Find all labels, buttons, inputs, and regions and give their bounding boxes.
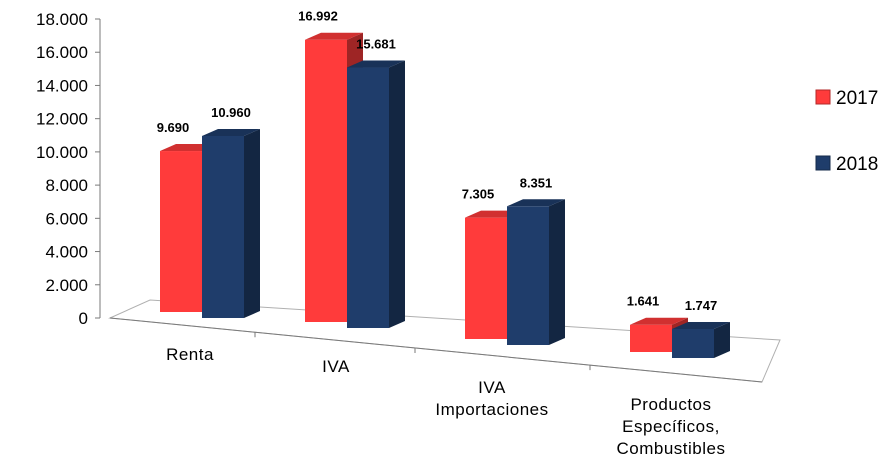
legend-label: 2018 bbox=[836, 154, 878, 175]
category-label: IVA bbox=[322, 357, 350, 376]
y-tick-label: 0 bbox=[79, 309, 88, 328]
y-tick-label: 8.000 bbox=[45, 176, 88, 195]
legend-swatch bbox=[815, 155, 831, 171]
y-tick-label: 16.000 bbox=[36, 43, 88, 62]
bar-2018-1 bbox=[347, 60, 405, 328]
data-label: 10.960 bbox=[211, 105, 251, 120]
data-label: 8.351 bbox=[520, 175, 553, 190]
bar-2018-0 bbox=[202, 128, 260, 318]
y-tick-label: 18.000 bbox=[36, 10, 88, 29]
data-label: 7.305 bbox=[462, 187, 495, 202]
category-label: IVA Importaciones bbox=[435, 378, 548, 419]
legend-item-2017: 2017 bbox=[815, 88, 878, 109]
data-label: 15.681 bbox=[356, 37, 396, 52]
data-label: 1.641 bbox=[627, 294, 660, 309]
legend-label: 2017 bbox=[836, 88, 878, 109]
y-tick-label: 2.000 bbox=[45, 276, 88, 295]
y-tick-label: 12.000 bbox=[36, 110, 88, 129]
x-axis-line bbox=[109, 317, 763, 383]
y-tick-label: 6.000 bbox=[45, 209, 88, 228]
y-tick-label: 10.000 bbox=[36, 143, 88, 162]
bar-2018-2 bbox=[507, 199, 565, 345]
y-tick-label: 4.000 bbox=[45, 243, 88, 262]
data-label: 16.992 bbox=[298, 9, 338, 24]
category-label: Productos Específicos, Combustibles bbox=[617, 395, 726, 458]
category-label: Renta bbox=[166, 345, 214, 364]
y-tick-label: 14.000 bbox=[36, 76, 88, 95]
data-label: 1.747 bbox=[685, 298, 718, 313]
data-label: 9.690 bbox=[157, 120, 190, 135]
legend-swatch bbox=[815, 89, 831, 105]
legend-item-2018: 2018 bbox=[815, 154, 878, 175]
bar-2018-3 bbox=[672, 321, 730, 358]
